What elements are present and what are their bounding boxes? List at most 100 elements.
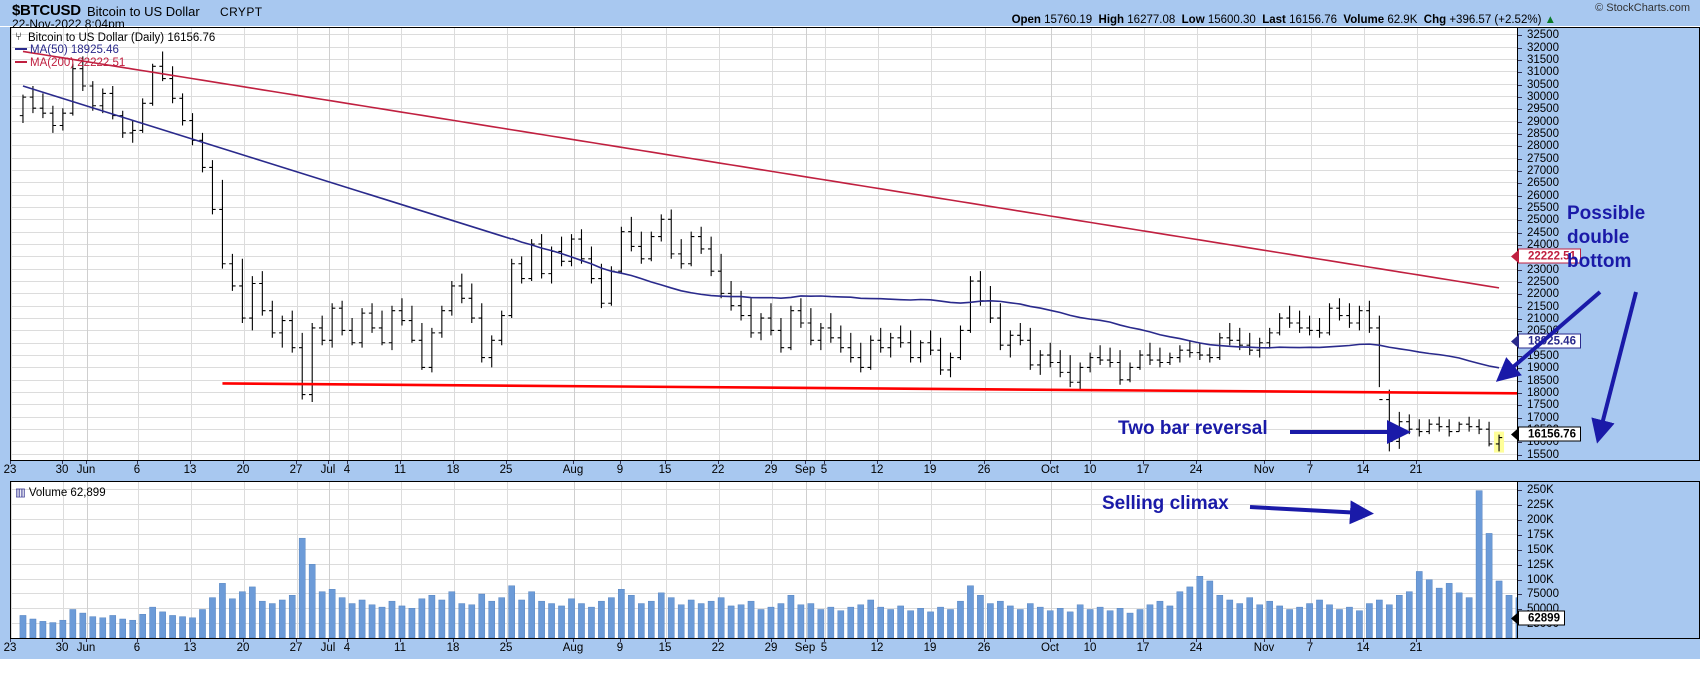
volume-bar (687, 599, 695, 638)
axis-tick (1518, 535, 1522, 536)
axis-tick (1518, 306, 1522, 308)
volume-bar (209, 597, 216, 638)
axis-tick (1518, 319, 1522, 321)
price-axis-label: 18000 (1527, 387, 1559, 400)
ohlc-bar (518, 256, 525, 284)
date-axis-tick (1416, 639, 1417, 642)
axis-tick (1518, 442, 1522, 444)
ohlc-bar (1376, 315, 1383, 401)
volume-bar (997, 600, 1004, 638)
ohlc-bar (1037, 350, 1044, 375)
gridline-vertical (772, 28, 773, 460)
ohlc-bar (109, 86, 116, 120)
ohlc-bar (897, 325, 904, 348)
volume-bar (857, 604, 865, 638)
chg-up-arrow-icon: ▲ (1544, 14, 1556, 26)
gridline-vertical (1051, 482, 1052, 638)
ohlc-bar (947, 352, 954, 378)
price-tag: 18925.46 (1511, 333, 1581, 349)
volume-bar (1076, 604, 1084, 638)
gridline-vertical (621, 28, 622, 460)
volume-chart-panel[interactable]: ▥ Volume 62,899 (10, 481, 1518, 639)
gridline-vertical (1197, 482, 1198, 638)
date-axis-label: 19 (923, 642, 937, 654)
volume-legend-item[interactable]: ▥ Volume 62,899 (15, 485, 106, 499)
ohlc-bar (688, 231, 695, 267)
volume-bar (1396, 595, 1403, 638)
date-axis-label: 13 (183, 464, 197, 476)
date-axis-tick (137, 461, 138, 464)
volume-bar (1386, 604, 1393, 638)
date-axis-label: Jul (320, 642, 336, 654)
axis-tick (1518, 405, 1522, 407)
volume-bar (677, 604, 685, 638)
volume-bar (1176, 591, 1184, 638)
volume-bar (318, 591, 326, 638)
gridline (11, 157, 1517, 159)
axis-tick (1518, 356, 1522, 358)
date-axis-tick (718, 639, 719, 642)
gridline (11, 504, 1517, 506)
date-axis-tick (86, 639, 87, 642)
date-axis-label: Jun (76, 464, 96, 476)
ohlc-bar (558, 236, 565, 267)
axis-tick (1518, 232, 1522, 234)
gridline-vertical (878, 482, 879, 638)
date-axis-tick (984, 639, 985, 642)
gridline-vertical (878, 28, 879, 460)
price-chart-panel[interactable]: ⑂ Bitcoin to US Dollar (Daily) 16156.76 MA… (10, 27, 1518, 461)
volume-bar (727, 605, 735, 638)
gridline-vertical (1364, 28, 1365, 460)
ticker-symbol[interactable]: $BTCUSD (12, 2, 81, 19)
ohlc-bar (1426, 419, 1433, 435)
volume-bar (1066, 611, 1074, 638)
date-axis-label: 6 (133, 464, 141, 476)
date-axis-label: 13 (183, 642, 197, 654)
price-legend-item[interactable]: MA(50) 18925.46 (15, 44, 119, 56)
gridline-month (329, 28, 330, 460)
last-value: 16156.76 (1289, 14, 1338, 26)
axis-tick (1518, 84, 1522, 86)
ohlc-bar (598, 263, 605, 309)
ohlc-bar (478, 303, 485, 363)
gridline (11, 548, 1517, 550)
date-axis-tick (243, 461, 244, 464)
date-axis-label: 30 (55, 642, 69, 654)
gridline-vertical (825, 482, 826, 638)
gridline-vertical (507, 28, 508, 460)
volume-bar (1146, 604, 1154, 638)
gridline (11, 489, 1517, 491)
ohlc-bar (39, 93, 47, 119)
price-legend-label: MA(200) 22222.51 (30, 57, 126, 69)
gridline-vertical (401, 482, 402, 638)
bar-icon-icon: ⑂ (15, 31, 22, 43)
volume-bar (837, 610, 845, 638)
date-axis-label: 5 (820, 642, 828, 654)
date-axis-label: 27 (289, 642, 303, 654)
gridline (11, 108, 1517, 110)
date-axis-tick (243, 639, 244, 642)
gridline (11, 404, 1517, 406)
volume-bar (159, 611, 166, 638)
ohlc-bar (1007, 330, 1014, 358)
left-margin-band-volume (0, 481, 10, 639)
date-axis-tick (400, 461, 401, 464)
ohlc-bar (438, 305, 446, 338)
ohlc-bar (867, 335, 874, 370)
price-axis-label: 22000 (1527, 288, 1559, 301)
gridline (11, 169, 1517, 171)
date-axis-bottom: 23 30 Jun 6 13 20 27 Jul 4 11 18 25 Aug 9 15 22 29 Sep 5 12… (0, 639, 1700, 659)
axis-tick (1518, 490, 1522, 492)
price-tag: 16156.76 (1511, 426, 1581, 442)
volume-bar (428, 595, 436, 638)
exchange-label: CRYPT (220, 5, 263, 19)
ohlc-bar (199, 132, 206, 173)
gridline-month (1051, 28, 1052, 460)
volume-axis-label: 175K (1527, 529, 1554, 541)
gridline-vertical (719, 482, 720, 638)
gridline-vertical (11, 28, 12, 460)
volume-bar (1186, 586, 1194, 638)
price-legend-item[interactable]: MA(200) 22222.51 (15, 57, 125, 69)
price-legend-item[interactable]: ⑂ Bitcoin to US Dollar (Daily) 16156.76 (15, 31, 215, 45)
gridline-vertical (507, 482, 508, 638)
